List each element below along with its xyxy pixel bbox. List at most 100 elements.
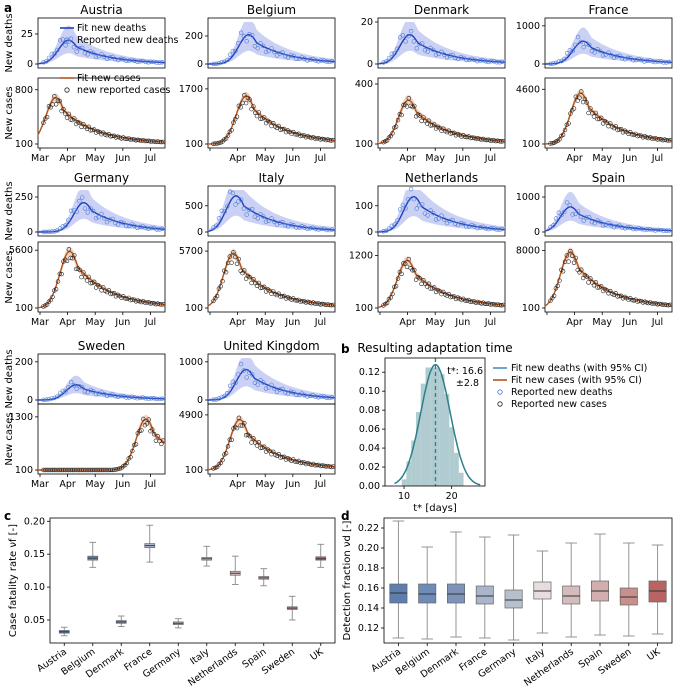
d-box [418,583,437,604]
c-ytick-label: 0.05 [24,615,45,626]
deaths-reported-point [450,52,455,58]
deaths-reported-point [49,51,54,57]
deaths-reported-point [227,383,233,388]
deaths-reported-point [408,186,414,192]
cases-reported-point [251,436,256,441]
deaths-reported-point [244,375,249,380]
deaths-reported-point [469,222,475,228]
cases-reported-point [666,138,671,143]
deaths-reported-point [633,57,639,63]
d-box [389,583,408,604]
cases-reported-point [106,288,112,293]
cases-reported-point [426,281,431,286]
deaths-reported-point [238,361,244,367]
d-box [533,581,552,600]
month-tick-label: Jul [144,479,156,490]
deaths-reported-point [280,220,285,225]
cases-reported-point [150,427,155,432]
deaths-ytick-label: 200 [185,31,203,42]
cases-reported-point [247,274,252,280]
panel-c-boxplot: 0.050.100.150.20AustriaBelgiumDenmarkFra… [8,516,336,689]
deaths-reported-point [113,56,118,62]
cases-ytick-label: 1700 [179,84,203,95]
panel-label-a: a [4,1,12,15]
deaths-reported-point [395,218,400,223]
cases-reported-point [236,256,242,262]
c-xtick-label: UK [308,646,326,663]
deaths-reported-point [49,396,54,401]
deaths-reported-point [288,222,293,227]
deaths-reported-point [327,227,332,233]
deaths-reported-point [85,390,90,395]
deaths-reported-point [250,372,255,377]
cases-reported-point [258,116,263,122]
cases-reported-point [300,133,305,138]
deaths-reported-point [636,56,642,62]
deaths-reported-point [93,216,99,221]
deaths-reported-point [46,229,52,235]
cases-reported-point [404,264,410,270]
deaths-reported-point [227,52,233,57]
c-xtick-label: Netherlands [186,646,240,688]
cases-reported-point [243,276,249,281]
deaths-reported-point [444,220,450,226]
deaths-reported-point [551,223,556,228]
deaths-reported-point [247,32,252,37]
cases-reported-point [77,267,82,273]
deaths-reported-point [386,226,392,231]
cases-ytick-label: 100 [15,303,33,314]
deaths-reported-point [319,394,324,399]
cases-ytick-label: 800 [15,85,33,96]
cases-reported-point [52,94,57,99]
deaths-ytick-label: 500 [185,201,203,212]
deaths-reported-point [384,59,389,64]
month-tick-label: Apr [399,153,416,164]
b-ytick-label: 0.00 [359,481,380,492]
deaths-reported-point [118,393,124,399]
d-box [562,585,581,605]
cases-reported-point [225,444,231,449]
deaths-reported-point [497,227,502,232]
deaths-reported-point [157,60,162,65]
deaths-reported-point [77,45,82,51]
deaths-reported-point [227,189,233,194]
cases-ci-band-italy [208,248,335,307]
deaths-reported-point [52,229,57,234]
deaths-reported-point [66,385,71,390]
deaths-ytick-label: 200 [15,357,33,368]
cases-reported-point [560,132,566,138]
deaths-reported-point [71,383,77,388]
month-tick-label: Jun [454,153,470,164]
cases-reported-point [617,293,622,299]
deaths-ytick-label: 0 [367,59,373,70]
cases-reported-point [406,96,411,101]
deaths-axes-netherlands [377,185,506,237]
cases-reported-point [499,139,504,144]
deaths-reported-point [143,225,148,231]
deaths-reported-point [636,226,642,231]
deaths-axes-belgium [207,17,336,69]
deaths-reported-point [52,395,57,401]
deaths-reported-point [44,397,49,402]
cases-reported-point [331,464,336,469]
deaths-reported-point [573,211,578,217]
deaths-reported-point [414,206,419,211]
cases-reported-point [229,437,234,442]
deaths-reported-point [321,226,327,232]
cases-ci-band-sweden [38,414,165,470]
deaths-reported-point [263,386,269,391]
deaths-reported-point [115,57,121,63]
deaths-reported-point [146,396,151,401]
cases-reported-point [233,254,238,260]
month-tick-label: Jul [314,153,326,164]
cases-reported-point [577,95,582,100]
deaths-reported-point [433,217,439,222]
deaths-reported-point [489,58,494,64]
cases-ytick-label: 100 [15,139,33,150]
deaths-reported-point [93,54,99,59]
deaths-reported-point [247,207,252,213]
deaths-reported-point [79,195,85,200]
cases-ytick-label: 100 [185,465,203,476]
deaths-reported-point [589,48,595,54]
d-axes [383,517,673,644]
